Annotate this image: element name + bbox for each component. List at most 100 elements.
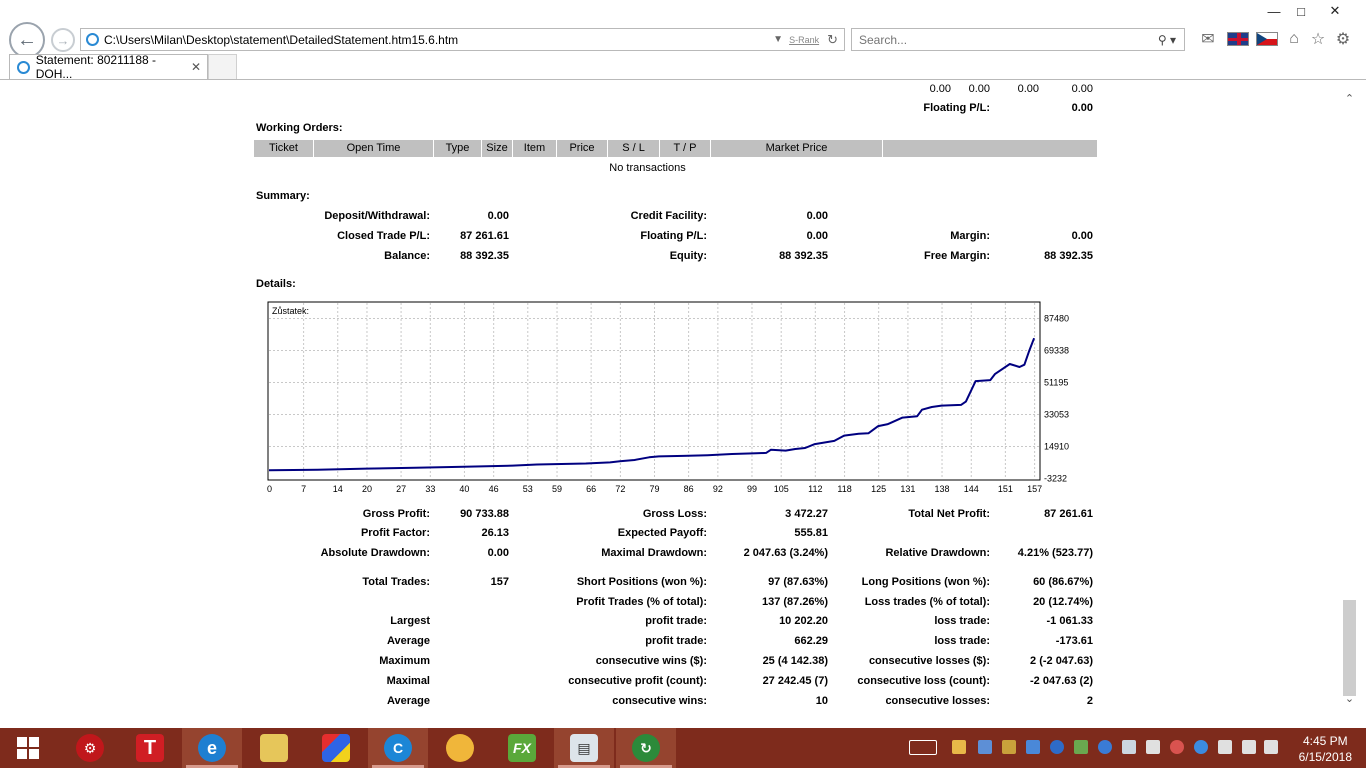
address-bar[interactable]: C:\Users\Milan\Desktop\statement\Detaile… <box>80 28 845 51</box>
y-tick-label: 87480 <box>1044 314 1069 324</box>
blue-app[interactable]: C <box>368 728 428 768</box>
short-positions-label: Short Positions (won %): <box>576 576 707 588</box>
profit-factor-label: Profit Factor: <box>360 527 430 539</box>
feeds-icon[interactable]: ✉ <box>1201 31 1215 48</box>
windows-logo-icon <box>17 737 39 759</box>
dropdown-icon[interactable]: ▼ <box>773 34 784 45</box>
x-tick-label: 157 <box>1027 484 1042 494</box>
tray-app-icon-6[interactable] <box>1098 740 1112 754</box>
tab-close-icon[interactable]: ✕ <box>190 60 201 74</box>
search-input[interactable] <box>859 32 1158 47</box>
t-app[interactable]: T <box>120 728 180 768</box>
largest-loss-value: -1 061.33 <box>1046 615 1093 627</box>
margin-label: Margin: <box>950 230 990 242</box>
forward-button[interactable]: → <box>51 28 75 52</box>
working-orders-title: Working Orders: <box>256 122 343 134</box>
file-explorer-app[interactable] <box>244 728 304 768</box>
tray-app-icon-9[interactable] <box>1194 740 1208 754</box>
deposit-label: Deposit/Withdrawal: <box>324 210 430 222</box>
avg-losses-value: 2 <box>1086 695 1093 707</box>
volume-icon[interactable] <box>1242 740 1256 754</box>
x-tick-label: 14 <box>333 484 343 494</box>
no-transactions: No transactions <box>609 162 686 174</box>
tray-app-icon-3[interactable] <box>1026 740 1040 754</box>
y-tick-label: 33053 <box>1044 409 1069 419</box>
taskbar: ⚙ T e C FX ▤ ↻ 4:45 PM 6/15/2018 <box>0 728 1366 768</box>
close-window-button[interactable]: ✕ <box>1329 3 1341 18</box>
scroll-up-icon[interactable]: ⌃ <box>1344 93 1355 105</box>
total-net-value: 87 261.61 <box>1044 508 1093 520</box>
details-title: Details: <box>256 278 296 290</box>
tray-app-icon-2[interactable] <box>1002 740 1016 754</box>
maximum-label: Maximum <box>379 655 430 667</box>
x-tick-label: 46 <box>489 484 499 494</box>
x-tick-label: 27 <box>396 484 406 494</box>
x-tick-label: 53 <box>523 484 533 494</box>
y-tick-label: 51195 <box>1044 378 1068 388</box>
monitor-app[interactable]: ▤ <box>554 728 614 768</box>
antivirus-app[interactable]: ⚙ <box>60 728 120 768</box>
free-margin-label: Free Margin: <box>923 250 990 262</box>
maximize-button[interactable]: □ <box>1297 3 1305 19</box>
largest-loss-label: loss trade: <box>934 615 990 627</box>
avg-losses-label: consecutive losses: <box>885 695 990 707</box>
chart-label: Zůstatek: <box>272 306 309 316</box>
scrollbar-thumb[interactable] <box>1343 600 1356 696</box>
address-url[interactable]: C:\Users\Milan\Desktop\statement\Detaile… <box>104 32 459 47</box>
max-drawdown-label: Maximal Drawdown: <box>601 547 707 559</box>
balance-series-line <box>268 337 1036 472</box>
total-trades-label: Total Trades: <box>362 576 430 588</box>
paint-app[interactable] <box>430 728 490 768</box>
equity-label: Equity: <box>669 250 707 262</box>
signal-icon[interactable] <box>1264 740 1278 754</box>
tray-app-icon-5[interactable] <box>1074 740 1088 754</box>
tray-app-icon-1[interactable] <box>978 740 992 754</box>
search-icon[interactable]: ⚲ ▾ <box>1157 32 1176 47</box>
balance-label: Balance: <box>384 250 430 262</box>
favorites-icon[interactable]: ☆ <box>1310 31 1326 48</box>
search-box[interactable]: ⚲ ▾ <box>851 28 1185 51</box>
y-tick-label: 14910 <box>1044 442 1069 452</box>
minimize-button[interactable]: — <box>1267 3 1281 19</box>
clock[interactable]: 4:45 PM 6/15/2018 <box>1299 733 1352 765</box>
x-tick-label: 112 <box>808 484 822 494</box>
rel-drawdown-value: 4.21% (523.77) <box>1017 547 1093 559</box>
loss-trades-label: Loss trades (% of total): <box>864 596 990 608</box>
new-tab-button[interactable] <box>208 54 237 79</box>
refresh-app[interactable]: ↻ <box>616 728 676 768</box>
col-market-price: Market Price <box>711 140 883 157</box>
back-button[interactable]: ← <box>9 22 45 58</box>
x-tick-label: 92 <box>713 484 723 494</box>
keyboard-icon[interactable] <box>909 740 937 755</box>
x-tick-label: 105 <box>774 484 789 494</box>
col-item: Item <box>513 140 557 157</box>
x-tick-label: 20 <box>362 484 372 494</box>
home-icon[interactable]: ⌂ <box>1289 30 1299 47</box>
action-center-flag-icon[interactable] <box>1146 740 1160 754</box>
tray-palette-icon[interactable] <box>952 740 966 754</box>
x-tick-label: 33 <box>425 484 435 494</box>
internet-explorer-app[interactable]: e <box>182 728 242 768</box>
network-icon[interactable] <box>1218 740 1232 754</box>
cube-app[interactable] <box>306 728 366 768</box>
refresh-icon[interactable]: ↻ <box>827 31 838 47</box>
start-button[interactable] <box>0 728 56 768</box>
settings-gear-icon[interactable]: ⚙ <box>1335 31 1351 48</box>
tray-app-icon-7[interactable] <box>1122 740 1136 754</box>
chrome-divider <box>0 79 1366 80</box>
scroll-down-icon[interactable]: ⌄ <box>1344 693 1355 705</box>
col-sl: S / L <box>608 140 660 157</box>
vertical-scrollbar[interactable]: ⌃ ⌄ <box>1341 80 1358 718</box>
x-tick-label: 40 <box>459 484 469 494</box>
fx-trading-app[interactable]: FX <box>492 728 552 768</box>
tray-app-icon-4[interactable] <box>1050 740 1064 754</box>
srank-link[interactable]: S-Rank <box>789 34 820 45</box>
abs-drawdown-label: Absolute Drawdown: <box>320 547 430 559</box>
cz-flag-icon[interactable] <box>1256 32 1278 46</box>
y-tick-label: -3232 <box>1044 474 1067 484</box>
x-tick-label: 66 <box>586 484 596 494</box>
uk-flag-icon[interactable] <box>1227 32 1249 46</box>
clock-time: 4:45 PM <box>1302 734 1348 748</box>
tab-statement[interactable]: Statement: 80211188 - DOH... ✕ <box>9 53 208 81</box>
tray-app-icon-8[interactable] <box>1170 740 1184 754</box>
